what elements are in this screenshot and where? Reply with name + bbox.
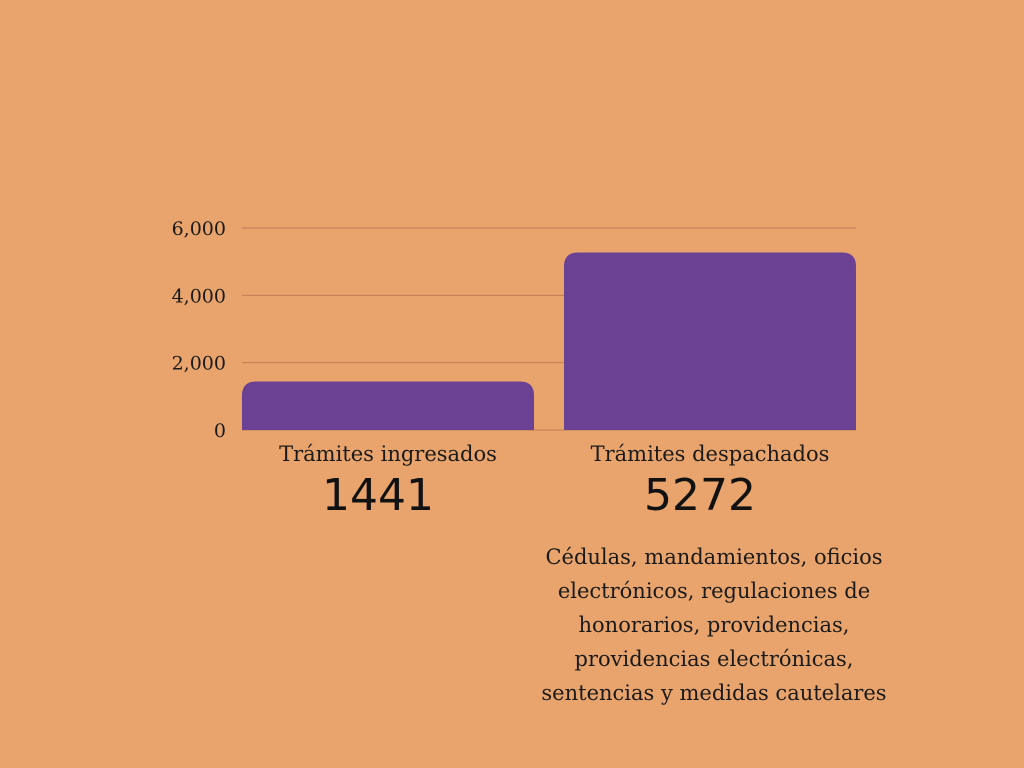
category-label: Trámites despachados bbox=[590, 442, 830, 466]
despachados-note: Cédulas, mandamientos, oficios electróni… bbox=[541, 545, 887, 705]
y-tick-label: 0 bbox=[214, 420, 226, 442]
bar-ingresados bbox=[242, 381, 534, 430]
y-axis-ticks: 0 2,000 4,000 6,000 bbox=[172, 218, 226, 442]
bars bbox=[242, 252, 856, 430]
category-label: Trámites ingresados bbox=[279, 442, 497, 466]
y-tick-label: 6,000 bbox=[172, 218, 226, 240]
value-label: 1441 bbox=[322, 470, 434, 521]
y-tick-label: 4,000 bbox=[172, 285, 226, 307]
y-tick-label: 2,000 bbox=[172, 353, 226, 375]
value-label: 5272 bbox=[644, 470, 756, 521]
bar-despachados bbox=[564, 252, 856, 430]
